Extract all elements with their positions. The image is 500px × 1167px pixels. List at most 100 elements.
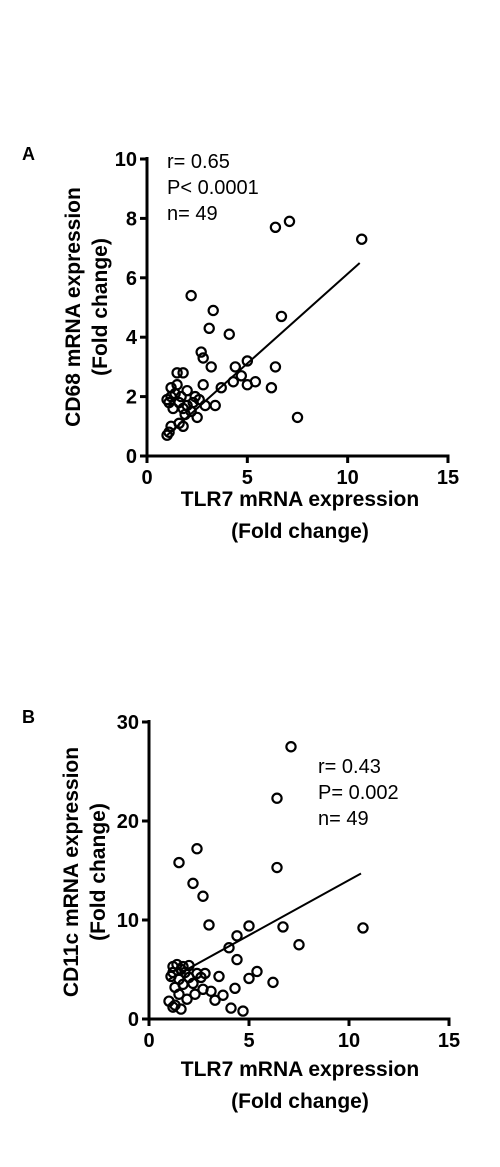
data-point (193, 393, 205, 406)
x-tick-label: 5 (242, 467, 253, 489)
y-tick-label: 8 (126, 208, 137, 230)
data-point (171, 379, 183, 391)
x-axis-title: TLR7 mRNA expression (181, 1058, 419, 1081)
data-point (225, 1002, 237, 1014)
y-axis-title: (Fold change) (87, 803, 110, 941)
data-point (191, 843, 203, 855)
x-axis-title: (Fold change) (231, 520, 369, 543)
y-tick-label: 20 (117, 811, 139, 833)
x-tick-label: 15 (437, 467, 459, 489)
data-point (187, 877, 199, 890)
y-axis-title: CD11c mRNA expression (60, 747, 83, 997)
y-tick-label: 6 (126, 268, 137, 290)
data-point (275, 310, 288, 323)
data-point (293, 939, 305, 951)
data-point (177, 367, 189, 379)
data-point (227, 376, 239, 388)
scatter-panel-b: B 0 5 10 15 0 10 20 30 TLR7 mRNA expression (Fold … (22, 707, 460, 1113)
data-point (199, 967, 211, 980)
y-tick-label: 30 (117, 712, 139, 734)
data-point (197, 352, 209, 364)
data-point (229, 361, 241, 373)
data-point (285, 741, 297, 753)
data-point (241, 355, 254, 367)
x-tick-label: 0 (141, 467, 152, 489)
data-point (187, 977, 199, 990)
data-point (237, 1005, 249, 1017)
panel-label: B (22, 707, 35, 727)
data-point (163, 426, 175, 438)
data-point (197, 379, 209, 391)
stat-annotation: r= 0.43 (318, 756, 381, 778)
data-point (173, 988, 185, 1000)
stat-annotation: n= 49 (318, 808, 369, 830)
data-point (189, 988, 201, 1000)
data-point (203, 322, 215, 334)
data-point (243, 920, 255, 932)
stat-annotation: r= 0.65 (167, 151, 230, 173)
data-point (249, 376, 262, 388)
data-point (271, 792, 283, 804)
data-point (277, 921, 289, 933)
x-axis-title: TLR7 mRNA expression (181, 488, 419, 511)
data-point (207, 304, 219, 317)
data-point (175, 390, 187, 403)
data-point (357, 922, 369, 934)
data-point (243, 972, 255, 985)
data-point (171, 367, 183, 379)
y-tick-label: 0 (126, 446, 137, 468)
data-point (167, 1001, 179, 1013)
data-point (173, 856, 185, 869)
x-tick-label: 0 (143, 1030, 154, 1052)
data-point (209, 399, 221, 412)
x-tick-label: 5 (243, 1030, 254, 1052)
data-point (269, 361, 282, 373)
data-point (251, 965, 263, 978)
x-axis-title: (Fold change) (231, 1090, 369, 1113)
x-tick-label: 10 (338, 1030, 360, 1052)
regression-line (168, 872, 362, 981)
data-point (213, 970, 225, 983)
data-point (177, 420, 189, 432)
regression-line (166, 262, 361, 436)
y-axis-title: CD68 mRNA expression (62, 187, 85, 427)
stat-annotation: P< 0.0001 (167, 177, 259, 199)
y-tick-label: 10 (117, 910, 139, 932)
data-point (215, 381, 227, 394)
stat-annotation: P= 0.002 (318, 782, 399, 804)
data-point (205, 361, 217, 373)
data-point (271, 861, 283, 874)
data-point (191, 411, 203, 424)
y-tick-label: 4 (126, 327, 138, 349)
data-point (291, 411, 304, 424)
x-tick-label: 15 (438, 1030, 460, 1052)
x-tick-label: 10 (337, 467, 359, 489)
data-point (175, 963, 187, 976)
data-point (231, 930, 243, 942)
data-point (229, 982, 241, 995)
panel-label: A (22, 144, 35, 164)
y-tick-label: 10 (115, 149, 137, 171)
data-point (197, 890, 209, 902)
data-point (265, 381, 278, 394)
data-point (231, 953, 243, 966)
y-axis-title: (Fold change) (89, 238, 112, 376)
data-point (209, 994, 221, 1006)
data-point (181, 384, 193, 397)
data-point (187, 396, 199, 409)
data-point (181, 993, 193, 1005)
y-tick-label: 2 (126, 387, 137, 409)
data-point (205, 985, 217, 997)
data-point (203, 919, 215, 931)
data-point (185, 289, 197, 302)
data-point (356, 233, 368, 245)
data-point (269, 221, 282, 234)
data-point (195, 346, 207, 358)
data-point (235, 370, 248, 382)
data-point (223, 328, 235, 340)
data-point (223, 942, 235, 954)
stat-annotation: n= 49 (167, 203, 218, 225)
y-tick-label: 0 (128, 1009, 139, 1031)
